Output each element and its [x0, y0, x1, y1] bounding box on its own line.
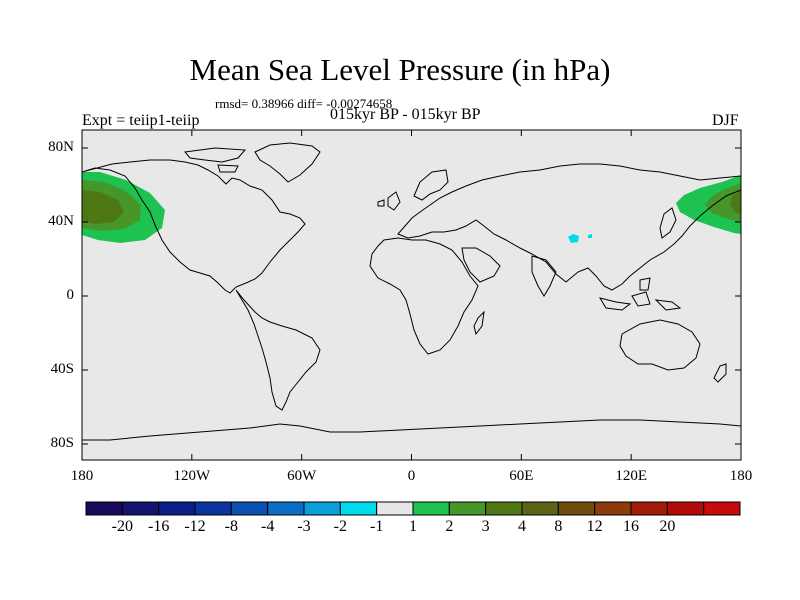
coast-arctic-islands	[184, 147, 247, 173]
anomaly-nw-pacific-dark	[705, 183, 741, 222]
colorbar-label: 12	[586, 518, 603, 535]
longitude-label: 60E	[509, 468, 534, 484]
anomaly-tibet-cyan	[568, 234, 579, 243]
coast-arabia	[461, 247, 501, 283]
colorbar-swatch	[703, 501, 741, 516]
coastlines	[82, 142, 741, 441]
colorbar-label: 20	[659, 518, 676, 535]
colorbar-swatch	[557, 501, 596, 516]
colorbar-label: -2	[333, 518, 347, 535]
colorbar-label: 1	[409, 518, 417, 535]
colorbar-swatch	[376, 501, 414, 516]
colorbar-swatch	[448, 501, 487, 516]
colorbar-label: 16	[623, 518, 639, 535]
colorbar-label: -12	[184, 518, 206, 535]
anomaly-ne-pacific-olive	[82, 190, 124, 224]
period-label: 015kyr BP - 015kyr BP	[330, 106, 481, 123]
coast-australia	[619, 319, 701, 371]
coast-india	[531, 255, 557, 297]
latitude-label: 80N	[48, 139, 74, 155]
anomaly-nw-pacific-olive	[730, 190, 741, 214]
latitude-label: 40S	[50, 361, 74, 377]
colorbar-label: 3	[481, 518, 490, 535]
colorbar-swatch	[303, 501, 341, 516]
longitude-label: 120E	[615, 468, 647, 484]
colorbar-swatch	[339, 501, 378, 516]
colorbar-swatch	[267, 501, 305, 516]
coast-scandinavia	[413, 169, 449, 201]
colorbar-label: 2	[445, 518, 454, 535]
longitude-label: 180	[70, 468, 94, 484]
coast-greenland	[254, 142, 321, 183]
stats-label: rmsd= 0.38966 diff= -0.00274658	[215, 96, 393, 111]
longitude-label: 0	[407, 468, 416, 484]
coast-north-america	[82, 159, 306, 294]
colorbar-swatch	[230, 501, 269, 516]
colorbar-label: 8	[554, 518, 563, 535]
colorbar-label: -3	[297, 518, 311, 535]
colorbar-swatch	[194, 501, 232, 516]
longitude-label: 180	[729, 468, 753, 484]
anomaly-tibet-cyan-small	[588, 234, 592, 238]
colorbar-swatch	[630, 501, 668, 516]
season-label: DJF	[712, 112, 739, 129]
colorbar-swatch	[85, 501, 123, 516]
colorbar-swatch	[666, 501, 705, 516]
colorbar-swatch	[594, 501, 632, 516]
coast-british-isles	[377, 191, 401, 211]
longitude-label: 60W	[287, 468, 317, 484]
coast-eurasia	[397, 163, 741, 291]
colorbar-swatch	[158, 501, 196, 516]
coast-madagascar	[473, 310, 485, 336]
map-background	[82, 130, 741, 460]
map-title: Mean Sea Level Pressure (in hPa)	[189, 52, 611, 87]
longitude-label: 120W	[173, 468, 211, 484]
coast-antarctica	[82, 419, 741, 441]
coast-south-america	[235, 289, 321, 411]
latitude-label: 40N	[48, 213, 74, 229]
axis-ticks	[81, 130, 742, 460]
colorbar-swatch	[521, 501, 559, 516]
colorbar-label: -20	[111, 518, 133, 535]
coast-new-zealand	[713, 363, 727, 383]
colorbar-label: 4	[518, 518, 526, 535]
latitude-label: 80S	[50, 435, 74, 451]
colorbar-label: -8	[224, 518, 238, 535]
latitude-label: 0	[66, 287, 75, 303]
colorbar-label: -16	[147, 518, 170, 535]
coast-africa	[369, 237, 479, 355]
colorbar-label: -4	[260, 518, 275, 535]
colorbar	[85, 501, 741, 516]
colorbar-swatch	[485, 501, 523, 516]
coast-indonesia	[598, 277, 682, 311]
experiment-label: Expt = teiip1-teiip	[82, 112, 200, 129]
colorbar-swatch	[412, 501, 450, 516]
colorbar-swatch	[121, 501, 160, 516]
anomaly-fields	[82, 172, 741, 243]
colorbar-label: -1	[369, 518, 384, 535]
coast-japan	[659, 207, 677, 239]
